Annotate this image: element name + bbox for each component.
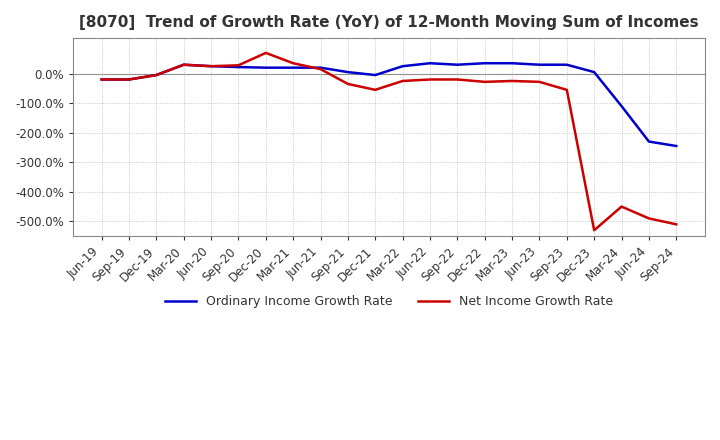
Ordinary Income Growth Rate [97, 77, 106, 82]
Net Income Growth Rate [179, 62, 188, 67]
Net Income Growth Rate [261, 50, 270, 55]
Net Income Growth Rate [480, 79, 489, 84]
Ordinary Income Growth Rate [371, 73, 379, 78]
Net Income Growth Rate [398, 78, 407, 84]
Net Income Growth Rate [125, 77, 133, 82]
Ordinary Income Growth Rate [261, 65, 270, 70]
Legend: Ordinary Income Growth Rate, Net Income Growth Rate: Ordinary Income Growth Rate, Net Income … [160, 290, 618, 313]
Ordinary Income Growth Rate [480, 61, 489, 66]
Net Income Growth Rate [426, 77, 434, 82]
Net Income Growth Rate [617, 204, 626, 209]
Net Income Growth Rate [289, 61, 297, 66]
Net Income Growth Rate [97, 77, 106, 82]
Ordinary Income Growth Rate [617, 103, 626, 109]
Ordinary Income Growth Rate [125, 77, 133, 82]
Ordinary Income Growth Rate [289, 65, 297, 70]
Net Income Growth Rate [508, 78, 516, 84]
Net Income Growth Rate [343, 81, 352, 87]
Title: [8070]  Trend of Growth Rate (YoY) of 12-Month Moving Sum of Incomes: [8070] Trend of Growth Rate (YoY) of 12-… [79, 15, 699, 30]
Ordinary Income Growth Rate [343, 70, 352, 75]
Net Income Growth Rate [644, 216, 653, 221]
Ordinary Income Growth Rate [207, 63, 215, 69]
Ordinary Income Growth Rate [644, 139, 653, 144]
Net Income Growth Rate [316, 66, 325, 72]
Net Income Growth Rate [535, 79, 544, 84]
Ordinary Income Growth Rate [234, 64, 243, 70]
Ordinary Income Growth Rate [426, 61, 434, 66]
Ordinary Income Growth Rate [508, 61, 516, 66]
Net Income Growth Rate [207, 63, 215, 69]
Ordinary Income Growth Rate [590, 70, 598, 75]
Net Income Growth Rate [234, 62, 243, 68]
Line: Ordinary Income Growth Rate: Ordinary Income Growth Rate [102, 63, 676, 146]
Ordinary Income Growth Rate [672, 143, 680, 149]
Ordinary Income Growth Rate [535, 62, 544, 67]
Net Income Growth Rate [672, 222, 680, 227]
Net Income Growth Rate [590, 227, 598, 233]
Ordinary Income Growth Rate [453, 62, 462, 67]
Net Income Growth Rate [562, 87, 571, 92]
Line: Net Income Growth Rate: Net Income Growth Rate [102, 53, 676, 230]
Ordinary Income Growth Rate [562, 62, 571, 67]
Net Income Growth Rate [371, 87, 379, 92]
Ordinary Income Growth Rate [179, 62, 188, 67]
Ordinary Income Growth Rate [398, 63, 407, 69]
Ordinary Income Growth Rate [316, 65, 325, 70]
Ordinary Income Growth Rate [152, 73, 161, 78]
Net Income Growth Rate [453, 77, 462, 82]
Net Income Growth Rate [152, 73, 161, 78]
